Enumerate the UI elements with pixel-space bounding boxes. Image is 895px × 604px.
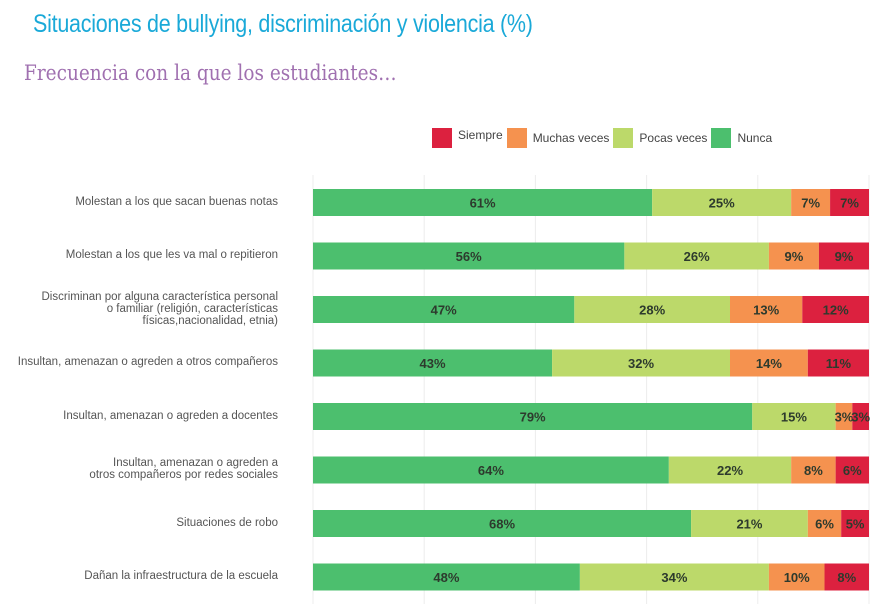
bar-segment-muchas-veces: [768, 563, 825, 591]
category-label-line: o familiar (religión, características: [106, 302, 278, 315]
data-label: 10%: [784, 570, 810, 585]
category-label-line: Molestan a los que sacan buenas notas: [75, 195, 278, 208]
bar-segment-muchas-veces: [835, 403, 853, 430]
legend-swatch: [613, 128, 634, 148]
category-label-line: Situaciones de robo: [176, 516, 278, 529]
bar-segment-nunca: [313, 403, 753, 430]
bar-segment-nunca: [313, 296, 575, 323]
legend-item: Pocas veces: [613, 128, 707, 148]
data-label: 79%: [520, 410, 546, 425]
legend-label: Muchas veces: [532, 131, 610, 145]
data-label: 21%: [736, 517, 762, 532]
category-label-line: Insultan, amenazan o agreden a docentes: [63, 409, 278, 422]
data-label: 11%: [826, 356, 852, 371]
data-label: 56%: [456, 249, 482, 264]
bar-segment-muchas-veces: [730, 296, 803, 323]
category-label: Discriminan por alguna característica pe…: [0, 290, 279, 327]
bar-segment-nunca: [313, 242, 625, 270]
chart-title: Situaciones de bullying, discriminación …: [33, 10, 533, 38]
bar-segment-nunca: [313, 510, 692, 537]
bar-segment-pocas-veces: [624, 242, 769, 270]
bar-segment-nunca: [313, 189, 653, 216]
category-label: Insultan, amenazan o agreden a docentes: [0, 410, 278, 422]
data-label: 22%: [717, 463, 743, 478]
bar-segment-nunca: [313, 563, 580, 591]
bar-segment-siempre: [818, 242, 869, 270]
bar-segment-siempre: [852, 403, 869, 430]
bar-segment-pocas-veces: [691, 510, 808, 537]
data-label: 28%: [639, 303, 665, 318]
data-label: 14%: [756, 356, 782, 371]
bar-segment-muchas-veces: [791, 456, 836, 484]
data-label: 6%: [843, 463, 862, 478]
legend-item: Siempre: [432, 128, 503, 148]
data-label: 64%: [478, 463, 504, 478]
legend-item: Muchas veces: [506, 128, 610, 148]
bar-segment-siempre: [841, 510, 869, 537]
bar-segment-muchas-veces: [807, 510, 842, 537]
data-label: 47%: [431, 303, 457, 318]
bar-segment-pocas-veces: [579, 563, 769, 591]
bar-segment-siempre: [807, 349, 869, 377]
bar-segment-muchas-veces: [791, 189, 831, 216]
data-label: 6%: [815, 517, 834, 532]
category-label-line: Molestan a los que les va mal o repitier…: [65, 249, 278, 261]
category-label-line: otros compañeros por redes sociales: [89, 469, 278, 481]
legend: Siempre Muchas veces Pocas veces Nunca: [432, 128, 776, 148]
data-label: 68%: [489, 517, 515, 532]
data-label: 9%: [835, 249, 854, 264]
data-label: 8%: [804, 463, 823, 478]
legend-swatch: [506, 128, 527, 148]
category-label-line: físicas,nacionalidad, etnia): [142, 314, 278, 327]
data-label: 32%: [628, 356, 654, 371]
data-label: 48%: [433, 570, 459, 585]
legend-swatch: [432, 128, 452, 148]
data-label: 3%: [851, 410, 870, 425]
bar-segment-muchas-veces: [730, 349, 808, 377]
data-label: 9%: [785, 249, 804, 264]
data-label: 5%: [846, 517, 865, 532]
data-label: 3%: [835, 410, 854, 425]
data-label: 8%: [837, 570, 856, 585]
category-label: Insultan, amenazan o agreden a otros comp…: [0, 457, 278, 481]
category-label: Molestan a los que les va mal o repitier…: [0, 249, 278, 261]
legend-swatch: [711, 128, 732, 148]
data-label: 61%: [470, 196, 496, 211]
data-label: 7%: [801, 196, 820, 211]
category-label-line: Dañan la infraestructura de la escuela: [84, 570, 278, 582]
chart-subtitle: Frecuencia con la que los estudiantes…: [24, 61, 397, 85]
bar-segment-pocas-veces: [652, 189, 792, 216]
data-label: 43%: [420, 356, 446, 371]
bar-segment-siempre: [824, 563, 869, 591]
category-label-line: Discriminan por alguna característica pe…: [41, 290, 279, 303]
category-label: Insultan, amenazan o agreden a otros com…: [0, 356, 278, 368]
bar-segment-pocas-veces: [552, 349, 730, 377]
category-label-line: Insultan, amenazan o agreden a otros com…: [17, 356, 278, 368]
data-label: 25%: [709, 196, 735, 211]
category-label-line: Insultan, amenazan o agreden a: [113, 457, 278, 469]
data-label: 12%: [823, 303, 849, 318]
bar-segment-pocas-veces: [668, 456, 792, 484]
data-label: 26%: [684, 249, 710, 264]
bar-segment-muchas-veces: [768, 242, 819, 270]
bar-segment-siempre: [835, 456, 869, 484]
legend-item: Nunca: [711, 128, 772, 148]
legend-label: Siempre: [458, 128, 503, 142]
category-label: Molestan a los que sacan buenas notas: [0, 196, 278, 208]
data-label: 7%: [840, 196, 859, 211]
data-label: 15%: [781, 410, 807, 425]
bar-segment-nunca: [313, 456, 669, 484]
bar-segment-siempre: [802, 296, 869, 323]
legend-label: Nunca: [737, 131, 773, 145]
data-label: 13%: [753, 303, 779, 318]
legend-label: Pocas veces: [639, 131, 708, 145]
bar-segment-nunca: [313, 349, 553, 377]
bar-segment-siempre: [830, 189, 869, 216]
bar-segment-pocas-veces: [752, 403, 836, 430]
category-label: Situaciones de robo: [0, 517, 278, 529]
bar-segment-pocas-veces: [574, 296, 730, 323]
data-label: 34%: [661, 570, 687, 585]
category-label: Dañan la infraestructura de la escuela: [0, 570, 278, 582]
